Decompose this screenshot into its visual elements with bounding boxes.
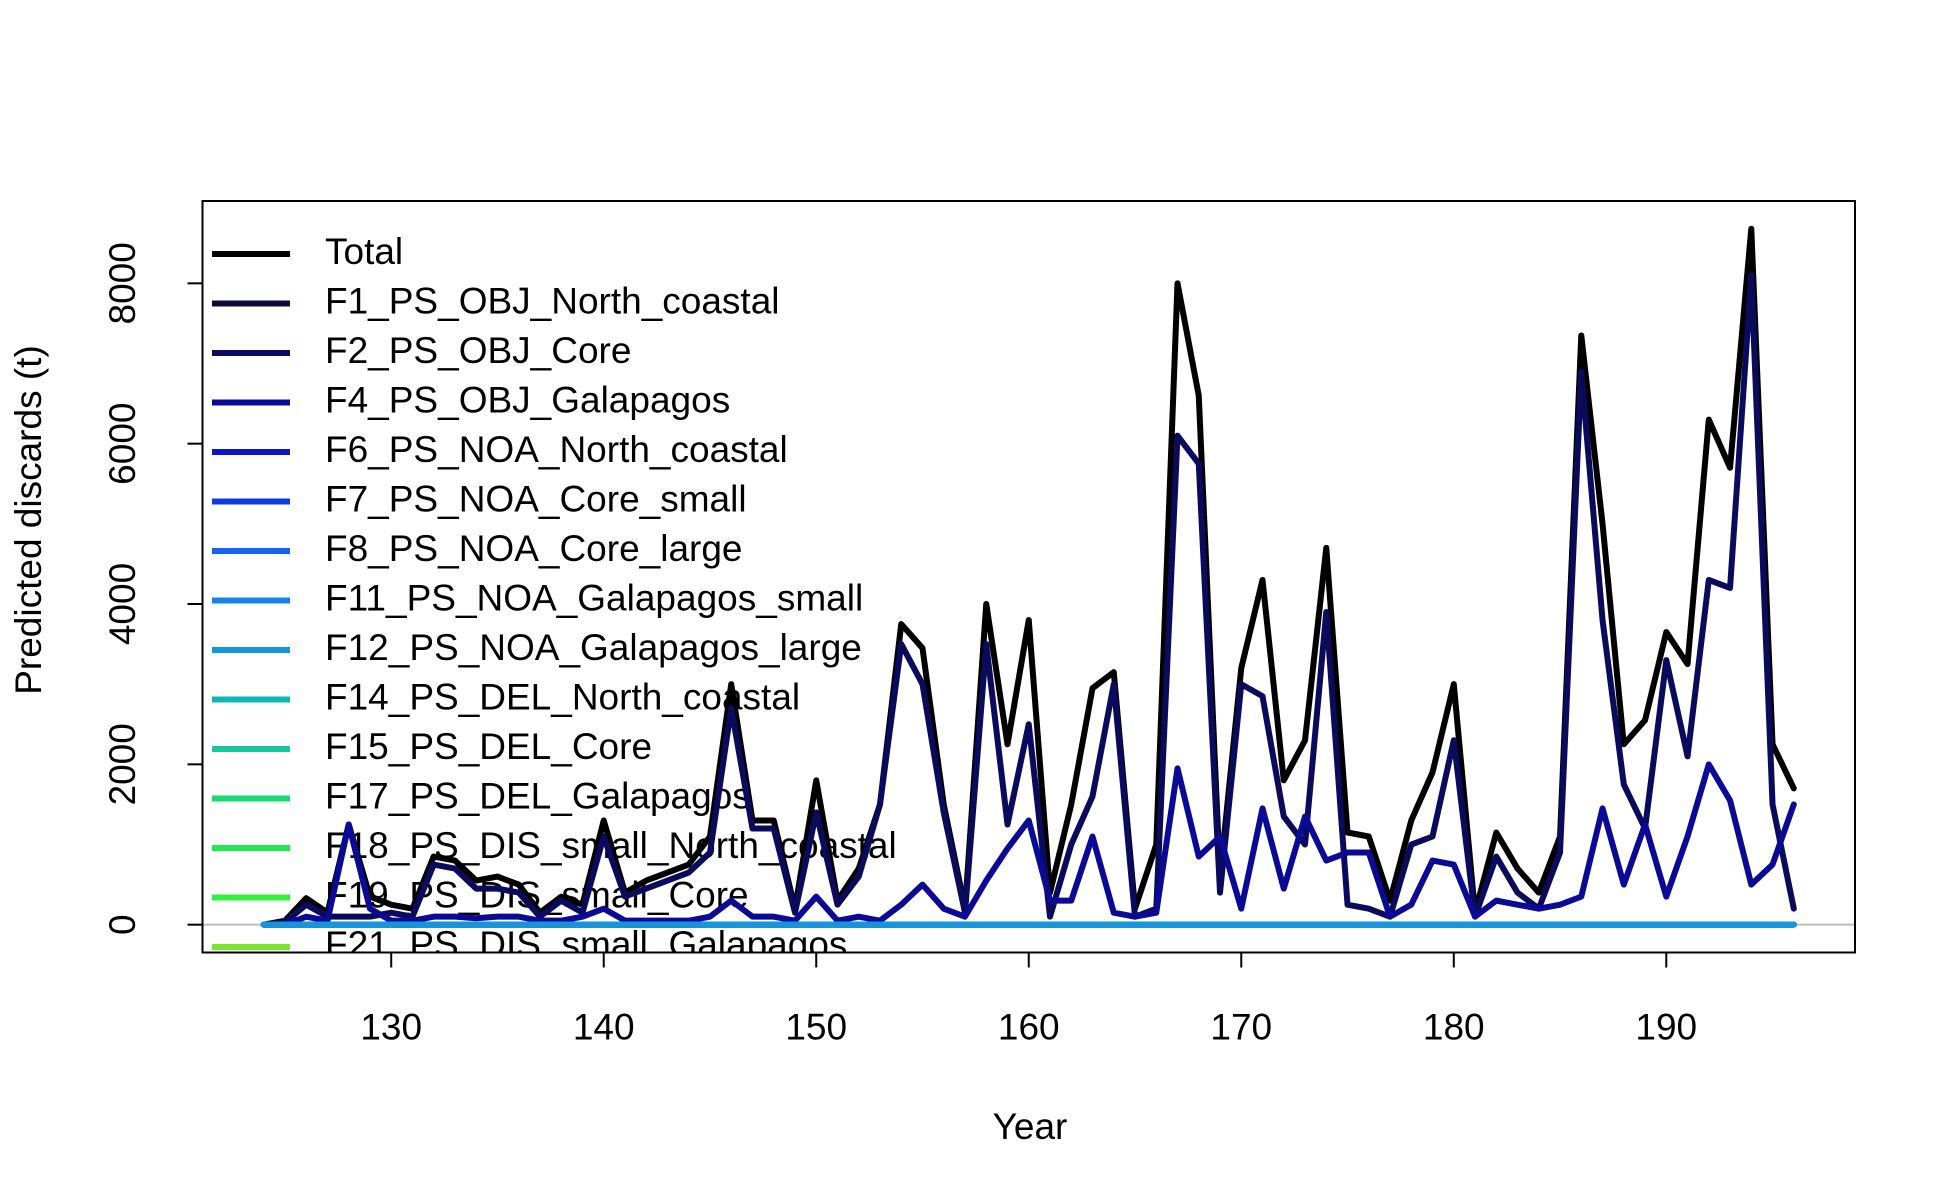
legend-label: F11_PS_NOA_Galapagos_small	[325, 577, 863, 618]
x-tick-label: 140	[573, 1006, 635, 1047]
x-tick-label: 130	[360, 1006, 422, 1047]
legend-label: F2_PS_OBJ_Core	[325, 330, 631, 371]
legend-label: F12_PS_NOA_Galapagos_large	[325, 627, 862, 668]
legend: Total F1_PS_OBJ_North_coastal F2_PS_OBJ_Co…	[212, 231, 897, 965]
y-axis-label: Predicted discards (t)	[8, 345, 49, 695]
plot-lines	[202, 225, 1855, 928]
y-tick-label: 4000	[102, 563, 143, 645]
x-tick-label: 170	[1210, 1006, 1272, 1047]
legend-label: F6_PS_NOA_North_coastal	[325, 429, 788, 470]
x-axis-label: Year	[993, 1106, 1068, 1147]
series-line	[260, 761, 1797, 928]
x-tick-label: 190	[1635, 1006, 1697, 1047]
y-tick-label: 6000	[102, 403, 143, 485]
legend-label: F17_PS_DEL_Galapagos	[325, 775, 751, 816]
legend-label: F8_PS_NOA_Core_large	[325, 528, 743, 569]
y-tick-label: 8000	[102, 242, 143, 324]
x-tick-label: 180	[1423, 1006, 1485, 1047]
legend-label: F21_PS_DIS_small_Galapagos	[325, 924, 847, 965]
legend-label: Total	[325, 231, 403, 272]
y-tick-label: 0	[102, 914, 143, 935]
x-tick-label: 150	[785, 1006, 847, 1047]
y-tick-label: 2000	[102, 723, 143, 805]
legend-label: F14_PS_DEL_North_coastal	[325, 676, 800, 717]
legend-label: F4_PS_OBJ_Galapagos	[325, 379, 730, 420]
series-line	[260, 225, 1797, 928]
legend-label: F15_PS_DEL_Core	[325, 726, 652, 767]
legend-label: F7_PS_NOA_Core_small	[325, 478, 747, 519]
x-tick-label: 160	[998, 1006, 1060, 1047]
legend-label: F1_PS_OBJ_North_coastal	[325, 280, 780, 321]
